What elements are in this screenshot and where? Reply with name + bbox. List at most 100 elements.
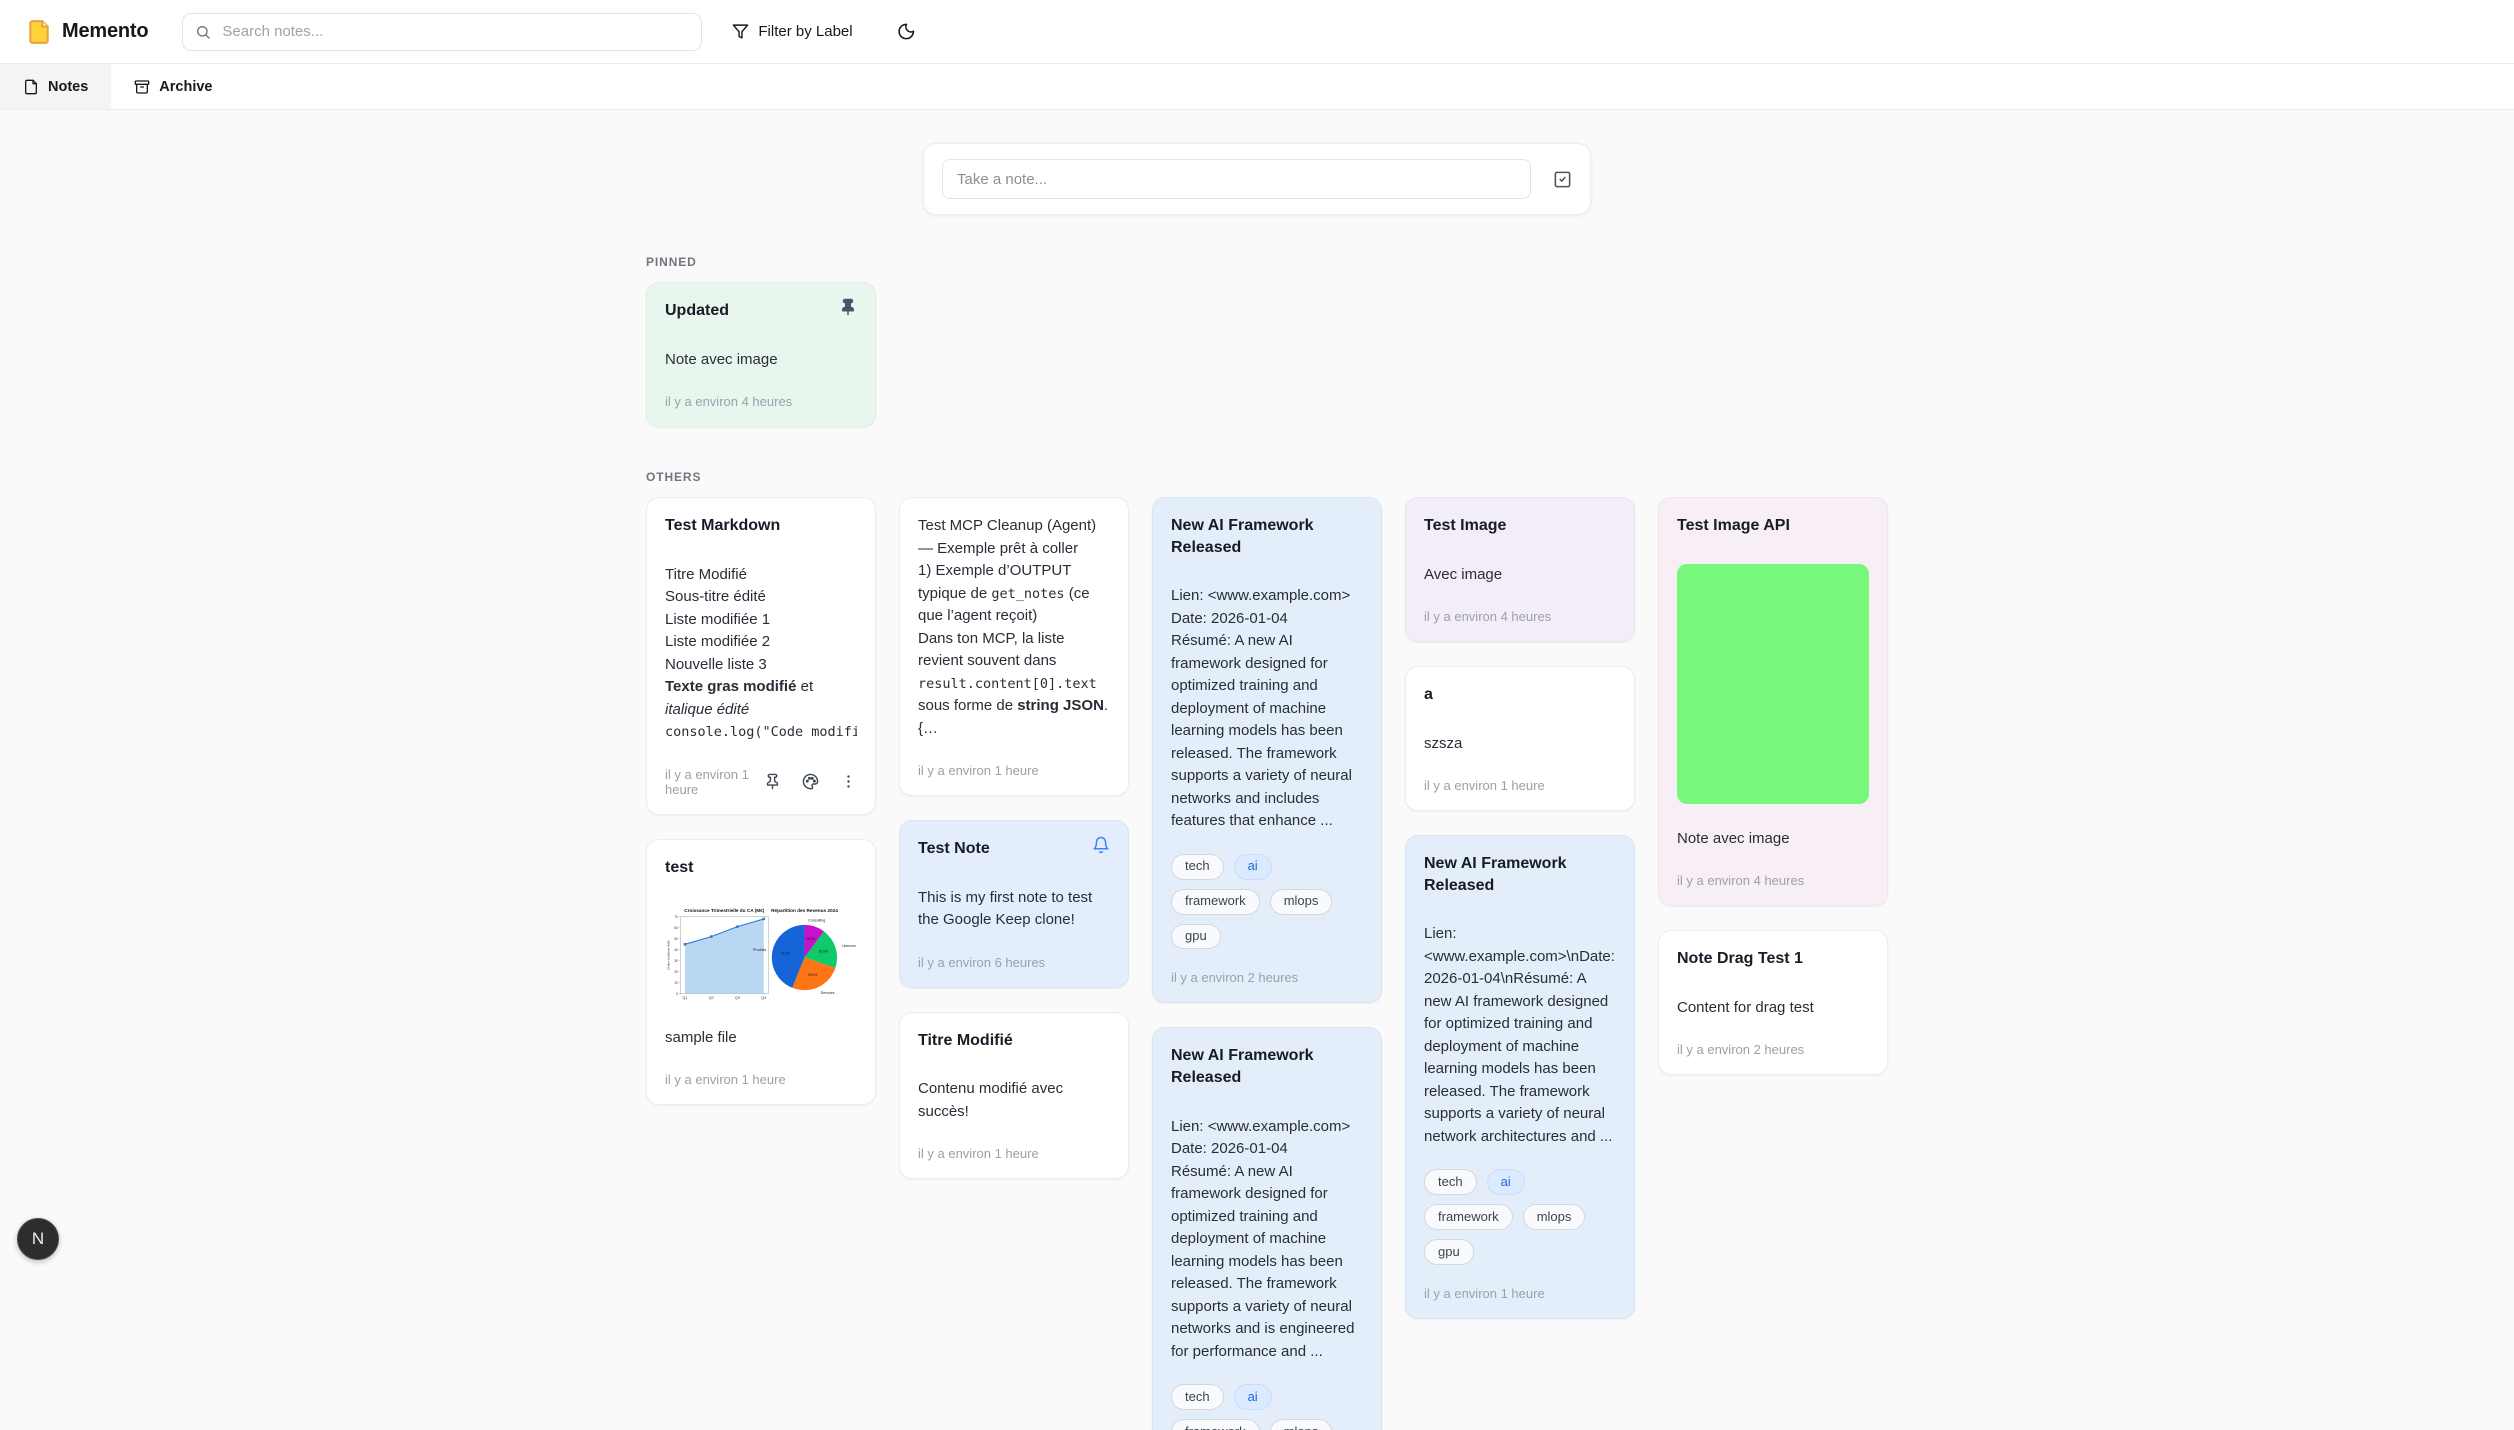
main-area: PINNED Updated Note avec image il y a envi… [0, 143, 2514, 1430]
note-line: Date: 2026-01-04 [1171, 1140, 1288, 1158]
note-line: Dans ton MCP, la liste revient souvent d… [918, 629, 1109, 715]
note-line: Lien: <www.example.com>\nDate: 2026-01-0… [1424, 925, 1615, 1145]
tab-archive[interactable]: Archive [111, 64, 235, 109]
svg-text:20.0%: 20.0% [819, 950, 828, 954]
note-line: Lien: <www.example.com> [1171, 587, 1351, 605]
svg-text:Consulting: Consulting [808, 919, 825, 923]
note-card[interactable]: New AI Framework Released Lien: <www.exam… [1152, 497, 1382, 1004]
note-title: a [1424, 686, 1433, 704]
note-column: Test Image API Note avec image il y a envi… [1658, 497, 1888, 1076]
color-button[interactable] [802, 773, 819, 790]
theme-toggle-button[interactable] [893, 18, 920, 45]
note-tag[interactable]: tech [1171, 853, 1224, 880]
note-tag[interactable]: framework [1424, 1204, 1513, 1231]
pin-button[interactable] [764, 773, 781, 790]
svg-text:Q2: Q2 [709, 996, 714, 1000]
note-card[interactable]: Updated Note avec image il y a environ 4 h… [646, 282, 876, 428]
card-footer: il y a environ 1 heure [918, 1146, 1110, 1161]
notes-board: PINNED Updated Note avec image il y a envi… [646, 255, 1892, 1430]
note-column: Test MCP Cleanup (Agent) — Exemple prêt … [899, 497, 1129, 1180]
note-tag[interactable]: framework [1171, 1419, 1260, 1430]
filter-button[interactable]: Filter by Label [724, 17, 860, 46]
svg-text:40: 40 [674, 948, 678, 952]
note-title: Note Drag Test 1 [1677, 950, 1803, 968]
note-title: test [665, 858, 694, 876]
app-logo-icon [29, 19, 49, 44]
note-card[interactable]: Test Image API Note avec image il y a envi… [1658, 497, 1888, 907]
note-line: Liste modifiée 2 [665, 633, 771, 651]
note-card[interactable]: Test Image Avec image il y a environ 4 heu… [1405, 497, 1635, 643]
checkbox-icon[interactable] [1553, 170, 1572, 189]
search-input[interactable] [220, 22, 690, 41]
note-card[interactable]: test Croissance Trimestrielle du CA (M€) 0… [646, 838, 876, 1106]
note-tag[interactable]: mlops [1269, 888, 1333, 915]
note-column: New AI Framework Released Lien: <www.exam… [1152, 497, 1382, 1430]
note-column: Test Markdown Titre Modifié Sous-titre édi… [646, 497, 876, 1106]
note-card[interactable]: New AI Framework Released Lien: <www.exam… [1152, 1027, 1382, 1430]
note-tag[interactable]: tech [1171, 1384, 1224, 1411]
note-tag[interactable]: gpu [1424, 1239, 1474, 1266]
note-line: Liste modifiée 1 [665, 610, 771, 628]
card-header: a [1424, 684, 1616, 706]
card-header: New AI Framework Released [1171, 515, 1363, 558]
pin-icon [766, 773, 779, 790]
note-body: Contenu modifié avec succès! [918, 1078, 1110, 1123]
note-tag[interactable]: mlops [1269, 1419, 1333, 1430]
note-image-green [1677, 563, 1869, 804]
note-tag[interactable]: ai [1486, 1169, 1525, 1196]
note-body: Note avec image [1677, 828, 1869, 851]
section-label-others: OTHERS [646, 470, 702, 485]
note-card[interactable]: New AI Framework Released Lien: <www.exam… [1405, 835, 1635, 1320]
note-card[interactable]: Test MCP Cleanup (Agent) — Exemple prêt … [899, 497, 1129, 797]
note-time: il y a environ 6 heures [918, 954, 1046, 970]
note-line: Lien: <www.example.com> [1171, 1117, 1351, 1135]
card-footer: il y a environ 4 heures [665, 394, 857, 409]
card-actions [764, 773, 857, 790]
note-tag[interactable]: mlops [1522, 1204, 1586, 1231]
note-tag[interactable]: ai [1233, 853, 1272, 880]
more-button[interactable] [840, 773, 857, 790]
note-body: Content for drag test [1677, 997, 1869, 1020]
note-line: Sous-titre édité [665, 588, 766, 606]
note-title: Test Image [1424, 517, 1507, 535]
svg-text:Q4: Q4 [761, 996, 766, 1000]
note-body: Note avec image [665, 349, 857, 372]
note-body: This is my first note to test the Google… [918, 887, 1110, 932]
card-header: test [665, 857, 857, 879]
note-body: Lien: <www.example.com>\nDate: 2026-01-0… [1424, 923, 1616, 1148]
note-card[interactable]: Test Markdown Titre Modifié Sous-titre édi… [646, 497, 876, 815]
card-footer: il y a environ 1 heure [665, 1072, 857, 1087]
note-body: Lien: <www.example.com> Date: 2026-01-04 R… [1171, 585, 1363, 833]
note-card[interactable]: Titre Modifié Contenu modifié avec succès… [899, 1011, 1129, 1180]
note-tag[interactable]: gpu [1171, 923, 1221, 950]
note-card[interactable]: a szsza il y a environ 1 heure [1405, 666, 1635, 812]
svg-text:Licences: Licences [842, 944, 856, 948]
nextjs-dev-label: N [31, 1229, 45, 1248]
moon-icon [898, 23, 914, 40]
note-line: This is my first note to test the Google… [918, 888, 1093, 929]
svg-text:Chiffre d'affaires (M€): Chiffre d'affaires (M€) [667, 941, 671, 970]
note-tag[interactable]: tech [1424, 1169, 1477, 1196]
note-body: Titre Modifié Sous-titre édité Liste modif… [665, 564, 857, 744]
svg-text:Répartition des Revenus 2024: Répartition des Revenus 2024 [771, 909, 838, 914]
note-input[interactable] [942, 159, 1531, 199]
svg-text:Produits: Produits [753, 948, 766, 952]
search-box [182, 12, 703, 51]
note-body: Lien: <www.example.com> Date: 2026-01-04 R… [1171, 1116, 1363, 1364]
note-line: Titre Modifié [665, 565, 747, 583]
nextjs-dev-button[interactable]: N [17, 1218, 59, 1260]
others-grid: Test Markdown Titre Modifié Sous-titre édi… [646, 497, 1892, 1430]
note-card[interactable]: Note Drag Test 1 Content for drag test il … [1658, 930, 1888, 1076]
note-tag[interactable]: ai [1233, 1384, 1272, 1411]
tab-notes[interactable]: Notes [0, 64, 112, 109]
pin-button[interactable] [839, 298, 857, 316]
note-card[interactable]: Test Note This is my first note to test t… [899, 820, 1129, 988]
note-line: {… [918, 719, 939, 737]
card-header: Updated [665, 298, 857, 322]
svg-text:Services: Services [821, 991, 835, 995]
note-tag[interactable]: framework [1171, 888, 1260, 915]
svg-text:10: 10 [674, 981, 678, 985]
svg-text:30: 30 [674, 959, 678, 963]
note-time: il y a environ 1 heure [1424, 1286, 1545, 1302]
